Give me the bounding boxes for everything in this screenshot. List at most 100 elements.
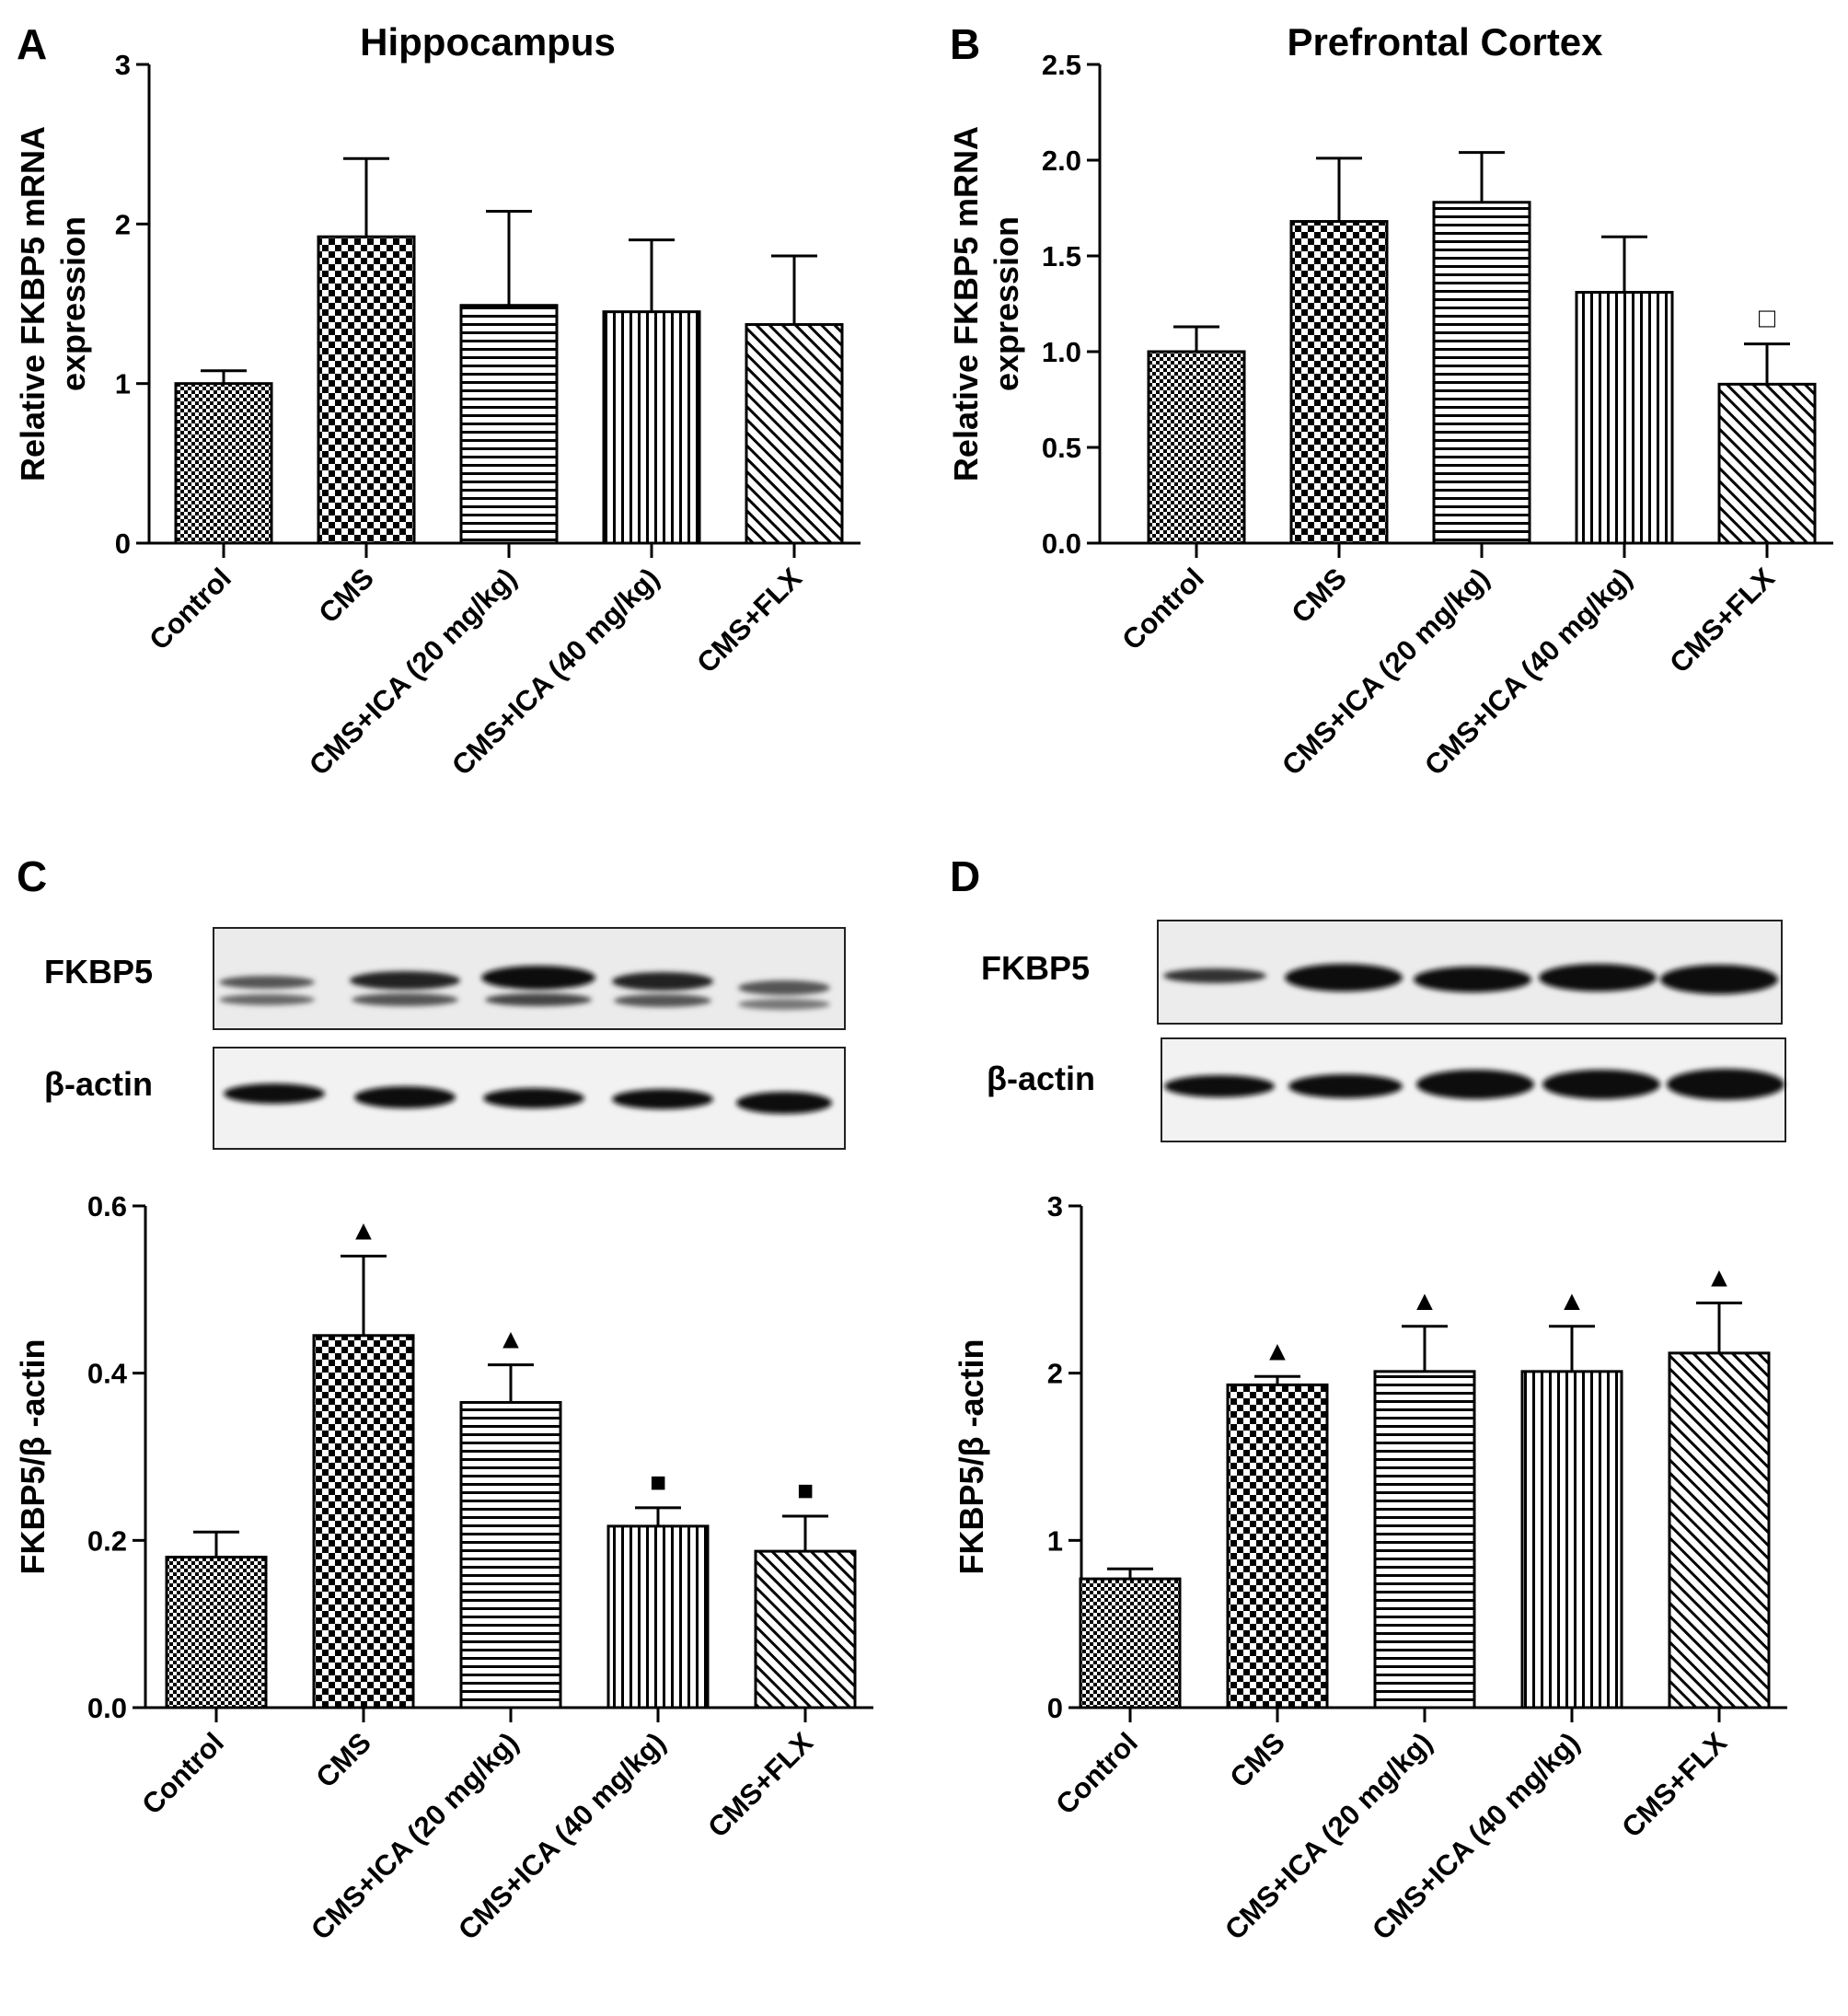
blot-band [1667, 1069, 1784, 1100]
bar [1432, 201, 1531, 545]
blot-band [219, 976, 315, 989]
y-axis-label: FKBP5/β -actin [953, 1338, 990, 1574]
y-tick-label: 0.0 [1042, 527, 1081, 560]
bar [317, 235, 416, 545]
significance-marker: □ [1759, 304, 1776, 334]
significance-marker: ▲ [1705, 1262, 1733, 1292]
y-tick-label: 1.0 [1042, 336, 1081, 368]
blot-band [1285, 964, 1403, 991]
significance-marker: ■ [650, 1467, 666, 1498]
blot-label-actin-c: β-actin [44, 1065, 153, 1103]
blot-band [738, 999, 830, 1010]
blot-band [1288, 1074, 1403, 1098]
panel-letter-d: D [950, 852, 980, 900]
bar [1668, 1351, 1771, 1709]
bar [745, 323, 844, 545]
blot-band [738, 980, 830, 995]
x-category-label: CMS [309, 1726, 376, 1793]
blot-band [219, 994, 315, 1005]
panel-letter-c: C [17, 852, 47, 900]
western-blot-c: FKBP5 β-actin [44, 927, 846, 1150]
bar [1226, 1383, 1329, 1709]
bar [459, 304, 559, 545]
significance-marker: ▲ [497, 1325, 525, 1355]
bar-chart-b: 0.0 0.5 1.0 1.5 2.0 2.5 Relative FKBP5 mRNA exp… [947, 49, 1833, 782]
bar [1520, 1370, 1623, 1709]
blot-label-fkbp5-c: FKBP5 [44, 953, 153, 991]
panel-letter-a: A [17, 20, 47, 68]
x-category-label: Control [135, 1726, 230, 1821]
y-axis-label: expression [988, 216, 1025, 391]
bar [1717, 382, 1817, 545]
y-tick-label: 0.6 [87, 1190, 127, 1222]
y-tick-label: 0.5 [1042, 432, 1081, 464]
western-blot-d: FKBP5 β-actin [981, 920, 1786, 1142]
panel-letter-b: B [950, 20, 980, 68]
blot-band [1542, 1070, 1660, 1099]
y-tick-label: 0.4 [87, 1358, 128, 1390]
y-tick-label: 2 [115, 208, 131, 240]
blot-band [352, 993, 458, 1006]
blot-band [736, 1092, 832, 1114]
x-category-label: CMS [312, 562, 379, 629]
x-category-label: Control [143, 562, 237, 656]
bar [1575, 291, 1674, 545]
blot-band [483, 1088, 584, 1108]
x-category-label: Control [1049, 1726, 1144, 1821]
y-tick-label: 0 [115, 527, 131, 560]
y-tick-label: 0.0 [87, 1692, 127, 1724]
bar [165, 1556, 268, 1709]
y-tick-label: 3 [115, 49, 131, 81]
bar [602, 310, 701, 545]
blot-band [612, 1089, 713, 1109]
blot-band [224, 1083, 325, 1104]
y-tick-label: 1 [115, 368, 131, 400]
y-axis-label: Relative FKBP5 mRNA [947, 126, 985, 481]
chart-title-b: Prefrontal Cortex [1287, 20, 1603, 64]
significance-marker: ▲ [350, 1216, 377, 1246]
bar [459, 1400, 562, 1709]
y-axis-label: expression [54, 216, 92, 391]
bar [312, 1334, 415, 1709]
y-tick-label: 0 [1047, 1692, 1063, 1724]
bar [1147, 350, 1246, 545]
bar [754, 1549, 857, 1709]
bar-chart-a: 0 1 2 3 Relative FKBP5 mRNA expression Control… [14, 49, 860, 782]
bar [606, 1524, 710, 1709]
blot-band [1416, 1070, 1534, 1099]
significance-marker: ▲ [1411, 1286, 1438, 1316]
x-category-label: CMS+FLX [1615, 1726, 1733, 1844]
blot-band [1539, 964, 1657, 991]
x-category-label: CMS+FLX [701, 1726, 819, 1844]
blot-band [1414, 967, 1531, 992]
chart-title-a: Hippocampus [360, 20, 616, 64]
blot-band [1163, 968, 1266, 983]
x-category-label: CMS [1285, 562, 1352, 629]
blot-band [1660, 965, 1778, 994]
bar [1289, 220, 1389, 545]
blot-band [350, 971, 460, 990]
x-category-label: CMS+FLX [1663, 562, 1781, 679]
y-tick-label: 3 [1047, 1190, 1063, 1222]
x-category-label: CMS+FLX [690, 562, 808, 679]
significance-marker: ■ [797, 1476, 814, 1506]
y-tick-label: 2.0 [1042, 145, 1081, 177]
blot-band [481, 966, 595, 990]
bar-chart-c: 0.0 0.2 0.4 0.6 FKBP5/β -actin Control ▲ CMS ▲ CM… [14, 1190, 873, 1946]
blot-label-actin-d: β-actin [987, 1060, 1095, 1097]
significance-marker: ▲ [1558, 1286, 1586, 1316]
blot-band [1164, 1075, 1275, 1097]
y-tick-label: 1.5 [1042, 240, 1081, 272]
y-tick-label: 2.5 [1042, 49, 1081, 81]
y-tick-label: 1 [1047, 1524, 1063, 1557]
blot-label-fkbp5-d: FKBP5 [981, 949, 1090, 987]
significance-marker: ▲ [1264, 1336, 1291, 1366]
y-tick-label: 2 [1047, 1358, 1063, 1390]
blot-band [612, 972, 713, 991]
x-category-label: CMS [1223, 1726, 1290, 1793]
y-axis-label: FKBP5/β -actin [14, 1338, 52, 1574]
blot-band [485, 993, 592, 1006]
y-tick-label: 0.2 [87, 1524, 127, 1557]
